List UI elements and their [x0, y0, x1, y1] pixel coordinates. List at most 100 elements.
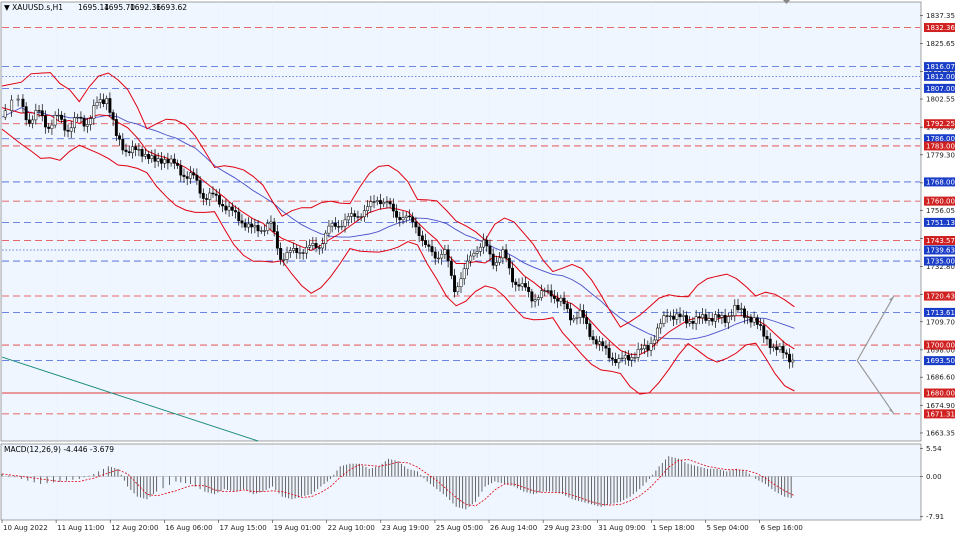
- candle-body: [108, 98, 112, 113]
- time-tick-label: 25 Aug 05:00: [436, 524, 483, 532]
- candle-body: [337, 226, 341, 228]
- candle-body: [147, 154, 151, 159]
- candle-body: [569, 308, 572, 321]
- time-tick-label: 12 Aug 20:00: [111, 524, 158, 532]
- candle-body: [89, 118, 93, 125]
- symbol-label[interactable]: ▼ XAUUSD.s,H1: [4, 3, 63, 12]
- candle-body: [366, 206, 370, 211]
- candle-body: [172, 158, 176, 164]
- candle-body: [746, 316, 750, 319]
- time-tick-label: 16 Aug 06:00: [165, 524, 212, 532]
- level-badge-label: 1816.07: [926, 63, 955, 71]
- candle-body: [630, 357, 634, 361]
- candle-body: [295, 248, 299, 253]
- candle-body: [449, 260, 453, 276]
- price-tick-label: 1837.35: [926, 12, 955, 20]
- candle-body: [778, 346, 782, 350]
- price-tick-label: 1674.90: [926, 402, 955, 410]
- candle-body: [507, 257, 511, 269]
- candle-body: [398, 217, 402, 221]
- candle-body: [253, 225, 257, 228]
- candle-body: [324, 232, 328, 244]
- candle-body: [636, 349, 640, 358]
- candle-body: [3, 110, 7, 118]
- candle-body: [188, 172, 192, 179]
- candle-body: [498, 257, 502, 263]
- macd-panel-bg: [0, 443, 922, 521]
- candle-body: [585, 317, 589, 324]
- level-badge-label: 1807.00: [926, 85, 955, 93]
- candle-body: [633, 357, 637, 359]
- candle-body: [672, 315, 676, 320]
- indicator-layer: [1, 72, 795, 395]
- candle-body: [646, 345, 650, 351]
- time-tick-label: 26 Aug 14:00: [490, 524, 537, 532]
- ohlc-low: 1692.36: [130, 3, 161, 12]
- candle-body: [572, 318, 576, 321]
- trendline: [1, 356, 259, 442]
- candle-body: [356, 216, 360, 218]
- candle-body: [649, 343, 653, 351]
- candle-body: [98, 99, 102, 103]
- candle-body: [791, 359, 795, 363]
- price-tick-label: 1732.80: [926, 263, 955, 271]
- candle-body: [652, 339, 656, 344]
- candle-body: [453, 275, 457, 293]
- candle-body: [24, 106, 28, 121]
- candle-body: [230, 206, 234, 211]
- candle-body: [665, 315, 669, 317]
- level-badge: [924, 236, 955, 246]
- candle-body: [69, 127, 73, 132]
- candle-body: [520, 283, 524, 287]
- candle-body: [227, 206, 231, 211]
- candle-body: [762, 325, 766, 337]
- candle-body: [217, 195, 221, 205]
- time-tick-label: 19 Aug 01:00: [274, 524, 321, 532]
- candle-body: [462, 268, 466, 280]
- candle-body: [269, 221, 273, 224]
- candles-layer: [3, 92, 795, 369]
- candle-body: [124, 149, 128, 152]
- candle-body: [391, 203, 395, 212]
- candle-body: [733, 305, 737, 316]
- candle-body: [79, 116, 83, 119]
- candle-body: [739, 308, 743, 311]
- candle-body: [598, 341, 601, 345]
- candle-body: [282, 259, 286, 261]
- candle-body: [114, 119, 118, 136]
- candle-body: [730, 315, 734, 317]
- candle-body: [678, 313, 682, 317]
- time-tick-label: 17 Aug 15:00: [219, 524, 266, 532]
- candle-body: [92, 105, 96, 119]
- candle-body: [743, 308, 746, 318]
- level-badge-label: 1743.57: [926, 237, 955, 245]
- scroll-marker-icon[interactable]: [783, 0, 790, 4]
- candle-body: [256, 225, 260, 232]
- candle-body: [10, 99, 14, 112]
- level-badge: [924, 356, 955, 366]
- price-tick-label: 1709.70: [926, 318, 955, 326]
- level-badge-label: 1751.13: [926, 219, 955, 227]
- candle-body: [16, 98, 20, 101]
- ohlc-high: 1695.70: [104, 3, 135, 12]
- candle-body: [707, 318, 711, 321]
- candle-body: [166, 159, 170, 164]
- level-badge: [924, 291, 955, 301]
- level-badge: [924, 119, 955, 129]
- candle-body: [540, 290, 543, 298]
- candle-body: [456, 286, 460, 293]
- candle-body: [691, 320, 695, 324]
- candle-body: [359, 216, 363, 218]
- candle-body: [279, 247, 283, 260]
- candle-body: [788, 353, 791, 363]
- candle-body: [514, 281, 518, 285]
- candle-body: [749, 316, 753, 323]
- level-badge-label: 1720.43: [926, 293, 955, 301]
- candle-body: [201, 193, 205, 199]
- candle-body: [205, 198, 208, 200]
- candle-body: [723, 315, 727, 323]
- candle-body: [617, 358, 621, 364]
- candle-body: [330, 223, 334, 227]
- candle-body: [536, 297, 540, 300]
- candle-body: [311, 243, 315, 246]
